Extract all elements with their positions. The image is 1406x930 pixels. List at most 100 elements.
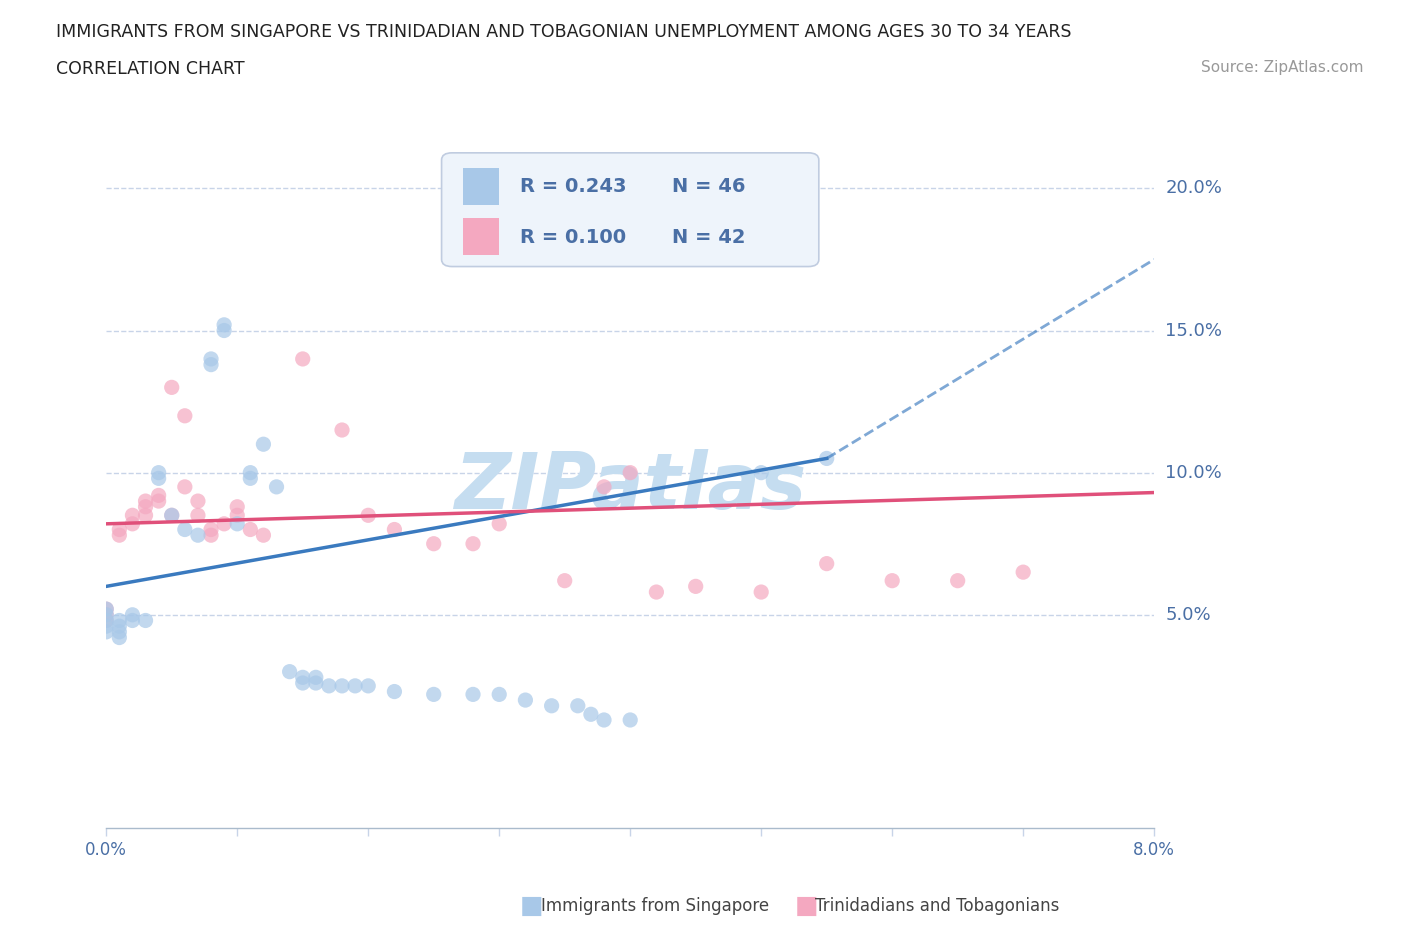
Point: [252, 437, 274, 452]
Point: [187, 527, 209, 542]
Point: [266, 480, 288, 495]
Text: Source: ZipAtlas.com: Source: ZipAtlas.com: [1201, 60, 1364, 75]
Point: [135, 613, 157, 628]
Point: [108, 527, 131, 542]
Text: Immigrants from Singapore: Immigrants from Singapore: [541, 897, 769, 915]
Point: [160, 508, 183, 523]
Point: [212, 323, 235, 338]
Point: [200, 357, 222, 372]
Point: [593, 480, 616, 495]
Point: [96, 607, 118, 622]
Point: [239, 522, 262, 537]
Point: [357, 678, 380, 693]
Point: [318, 678, 340, 693]
Point: [685, 579, 707, 594]
Point: [135, 494, 157, 509]
Point: [461, 537, 484, 551]
Point: [815, 556, 838, 571]
Point: [384, 684, 406, 699]
Point: [212, 317, 235, 332]
Text: N = 42: N = 42: [672, 228, 745, 247]
Point: [540, 698, 562, 713]
Point: [305, 675, 328, 690]
Point: [96, 624, 118, 639]
Point: [187, 494, 209, 509]
Point: [422, 537, 444, 551]
Point: [108, 613, 131, 628]
Point: [135, 508, 157, 523]
Point: [121, 607, 143, 622]
Point: [488, 687, 510, 702]
Text: IMMIGRANTS FROM SINGAPORE VS TRINIDADIAN AND TOBAGONIAN UNEMPLOYMENT AMONG AGES : IMMIGRANTS FROM SINGAPORE VS TRINIDADIAN…: [56, 23, 1071, 41]
Point: [108, 522, 131, 537]
Point: [330, 422, 353, 437]
Point: [121, 613, 143, 628]
Point: [749, 465, 772, 480]
Point: [96, 618, 118, 633]
Point: [148, 494, 170, 509]
Text: Trinidadians and Tobagonians: Trinidadians and Tobagonians: [815, 897, 1060, 915]
Point: [619, 712, 641, 727]
Point: [815, 451, 838, 466]
Point: [239, 465, 262, 480]
Point: [461, 687, 484, 702]
Point: [96, 602, 118, 617]
Text: R = 0.100: R = 0.100: [520, 228, 626, 247]
Point: [108, 631, 131, 645]
Point: [121, 516, 143, 531]
Point: [488, 516, 510, 531]
Point: [554, 573, 576, 588]
Point: [96, 602, 118, 617]
Point: [200, 527, 222, 542]
Point: [344, 678, 367, 693]
Point: [173, 408, 195, 423]
Point: [160, 508, 183, 523]
Point: [173, 522, 195, 537]
Point: [619, 465, 641, 480]
Point: [148, 488, 170, 503]
Text: 10.0%: 10.0%: [1166, 464, 1222, 482]
Point: [200, 522, 222, 537]
Point: [291, 352, 314, 366]
Point: [567, 698, 589, 713]
Point: [187, 508, 209, 523]
Point: [330, 678, 353, 693]
Point: [108, 618, 131, 633]
Point: [96, 613, 118, 628]
Point: [226, 516, 249, 531]
Point: [946, 573, 969, 588]
Point: [882, 573, 904, 588]
Text: 20.0%: 20.0%: [1166, 179, 1222, 197]
Point: [212, 516, 235, 531]
Point: [291, 675, 314, 690]
Text: ZIPatlas: ZIPatlas: [454, 449, 806, 525]
Point: [148, 465, 170, 480]
Point: [305, 670, 328, 684]
Point: [96, 607, 118, 622]
Point: [278, 664, 301, 679]
Point: [645, 585, 668, 600]
Point: [593, 712, 616, 727]
Point: [135, 499, 157, 514]
FancyBboxPatch shape: [463, 167, 499, 205]
Point: [749, 585, 772, 600]
Point: [239, 471, 262, 485]
Point: [200, 352, 222, 366]
Point: [148, 471, 170, 485]
Text: 5.0%: 5.0%: [1166, 605, 1211, 624]
Point: [579, 707, 602, 722]
Point: [422, 687, 444, 702]
Point: [226, 508, 249, 523]
Point: [121, 508, 143, 523]
Point: [108, 624, 131, 639]
Text: N = 46: N = 46: [672, 178, 745, 196]
Point: [1012, 565, 1035, 579]
Point: [384, 522, 406, 537]
Point: [252, 527, 274, 542]
Point: [515, 693, 537, 708]
Point: [226, 499, 249, 514]
Point: [291, 670, 314, 684]
FancyBboxPatch shape: [463, 219, 499, 256]
Text: ■: ■: [794, 894, 818, 918]
Text: CORRELATION CHART: CORRELATION CHART: [56, 60, 245, 78]
